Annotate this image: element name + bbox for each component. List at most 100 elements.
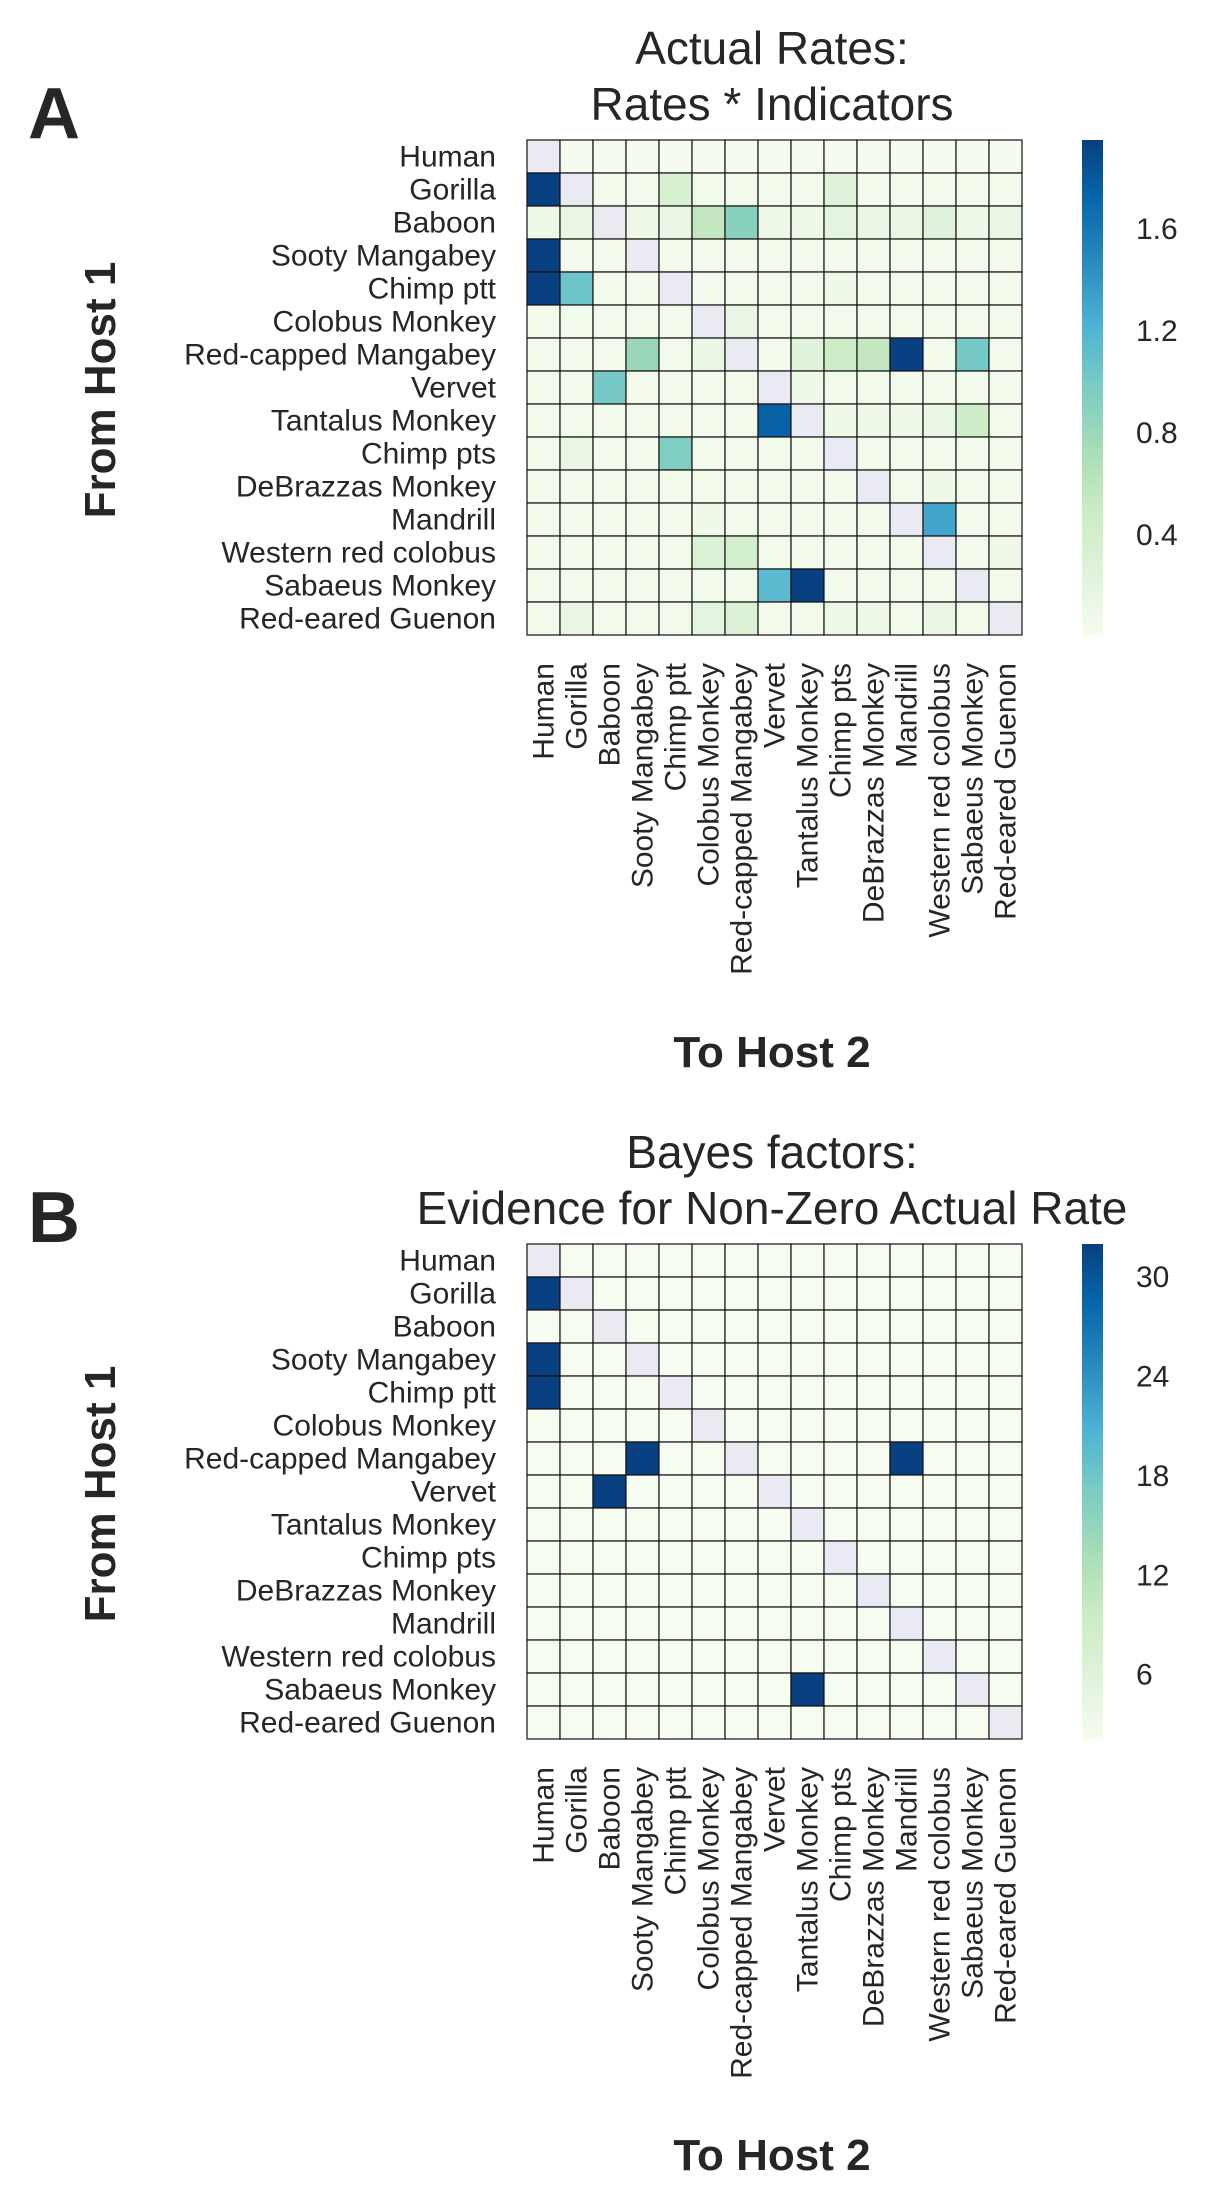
x-tick-label: Sooty Mangabey — [627, 663, 660, 888]
heatmap-cell — [592, 535, 627, 570]
heatmap-cell — [889, 1474, 924, 1509]
heatmap-cell — [988, 1276, 1023, 1311]
heatmap-cell — [922, 304, 957, 339]
heatmap-cell — [856, 1474, 891, 1509]
heatmap-cell — [988, 139, 1023, 174]
heatmap-cell — [790, 469, 825, 504]
heatmap-cell — [988, 1474, 1023, 1509]
heatmap-cell — [790, 1639, 825, 1674]
heatmap-cell — [658, 601, 693, 636]
heatmap-cell — [823, 337, 858, 372]
heatmap-cell — [658, 271, 693, 306]
heatmap-cell — [724, 271, 759, 306]
heatmap-cell — [823, 1441, 858, 1476]
heatmap-cell — [790, 205, 825, 240]
heatmap-cell — [658, 1441, 693, 1476]
heatmap-cell — [559, 1507, 594, 1542]
heatmap-cell — [922, 1474, 957, 1509]
heatmap-cell — [724, 1474, 759, 1509]
heatmap-cell — [526, 1474, 561, 1509]
heatmap-cell — [823, 1408, 858, 1443]
colorbar-gradient — [1082, 140, 1103, 637]
heatmap-cell — [856, 1540, 891, 1575]
panel-a-y-axis-title: From Host 1 — [76, 262, 125, 519]
heatmap-cell — [625, 1507, 660, 1542]
heatmap-cell — [724, 1276, 759, 1311]
heatmap-cell — [856, 139, 891, 174]
heatmap-cell — [559, 1705, 594, 1740]
heatmap-cell — [988, 535, 1023, 570]
x-tick-label: Western red colobus — [924, 1767, 957, 2042]
heatmap-cell — [691, 1276, 726, 1311]
heatmap-cell — [955, 1705, 990, 1740]
heatmap-cell — [889, 304, 924, 339]
heatmap-cell — [592, 1342, 627, 1377]
heatmap-cell — [823, 139, 858, 174]
heatmap-cell — [559, 535, 594, 570]
heatmap-cell — [856, 1375, 891, 1410]
heatmap-cell — [757, 1243, 792, 1278]
heatmap-cell — [691, 139, 726, 174]
heatmap-cell — [526, 1606, 561, 1641]
heatmap-cell — [955, 139, 990, 174]
heatmap-cell — [955, 337, 990, 372]
panel-b-cells — [526, 1243, 1023, 1740]
heatmap-cell — [955, 1309, 990, 1344]
heatmap-cell — [823, 601, 858, 636]
heatmap-cell — [757, 1276, 792, 1311]
y-tick-label: Tantalus Monkey — [271, 405, 496, 438]
heatmap-cell — [559, 304, 594, 339]
heatmap-cell — [823, 304, 858, 339]
heatmap-cell — [889, 568, 924, 603]
heatmap-cell — [658, 469, 693, 504]
heatmap-cell — [823, 238, 858, 273]
heatmap-cell — [955, 1342, 990, 1377]
heatmap-cell — [757, 172, 792, 207]
heatmap-cell — [724, 1672, 759, 1707]
heatmap-cell — [922, 1573, 957, 1608]
heatmap-cell — [691, 205, 726, 240]
heatmap-cell — [526, 1540, 561, 1575]
heatmap-cell — [526, 1672, 561, 1707]
y-tick-label: Human — [399, 141, 496, 174]
panel-b-heatmap: B Bayes factors: Evidence for Non-Zero A… — [28, 1126, 1169, 2180]
x-tick-label: Sooty Mangabey — [627, 1767, 660, 1992]
x-tick-label: Red-eared Guenon — [990, 663, 1023, 920]
heatmap-cell — [658, 568, 693, 603]
heatmap-cell — [592, 370, 627, 405]
colorbar-gradient — [1082, 1244, 1103, 1741]
heatmap-cell — [856, 436, 891, 471]
heatmap-cell — [658, 1540, 693, 1575]
heatmap-cell — [955, 1375, 990, 1410]
heatmap-cell — [790, 1342, 825, 1377]
y-tick-label: Red-capped Mangabey — [184, 339, 496, 372]
heatmap-cell — [757, 205, 792, 240]
heatmap-cell — [955, 601, 990, 636]
heatmap-cell — [889, 1672, 924, 1707]
heatmap-cell — [757, 1441, 792, 1476]
heatmap-cell — [559, 139, 594, 174]
heatmap-cell — [988, 370, 1023, 405]
heatmap-cell — [625, 502, 660, 537]
heatmap-cell — [625, 601, 660, 636]
heatmap-cell — [526, 535, 561, 570]
colorbar-tick-label: 1.6 — [1136, 213, 1178, 246]
heatmap-cell — [724, 1375, 759, 1410]
heatmap-cell — [559, 1606, 594, 1641]
heatmap-cell — [988, 337, 1023, 372]
heatmap-cell — [658, 502, 693, 537]
y-tick-label: Sooty Mangabey — [271, 1344, 496, 1377]
heatmap-cell — [922, 1342, 957, 1377]
heatmap-cell — [757, 304, 792, 339]
heatmap-cell — [889, 370, 924, 405]
heatmap-cell — [658, 304, 693, 339]
heatmap-cell — [856, 535, 891, 570]
x-tick-label: Gorilla — [561, 663, 594, 750]
heatmap-cell — [790, 1243, 825, 1278]
x-tick-label: DeBrazzas Monkey — [858, 1767, 891, 2027]
heatmap-cell — [757, 1606, 792, 1641]
heatmap-cell — [856, 1309, 891, 1344]
heatmap-cell — [823, 1573, 858, 1608]
colorbar-tick-label: 18 — [1136, 1460, 1169, 1493]
heatmap-cell — [922, 1705, 957, 1740]
